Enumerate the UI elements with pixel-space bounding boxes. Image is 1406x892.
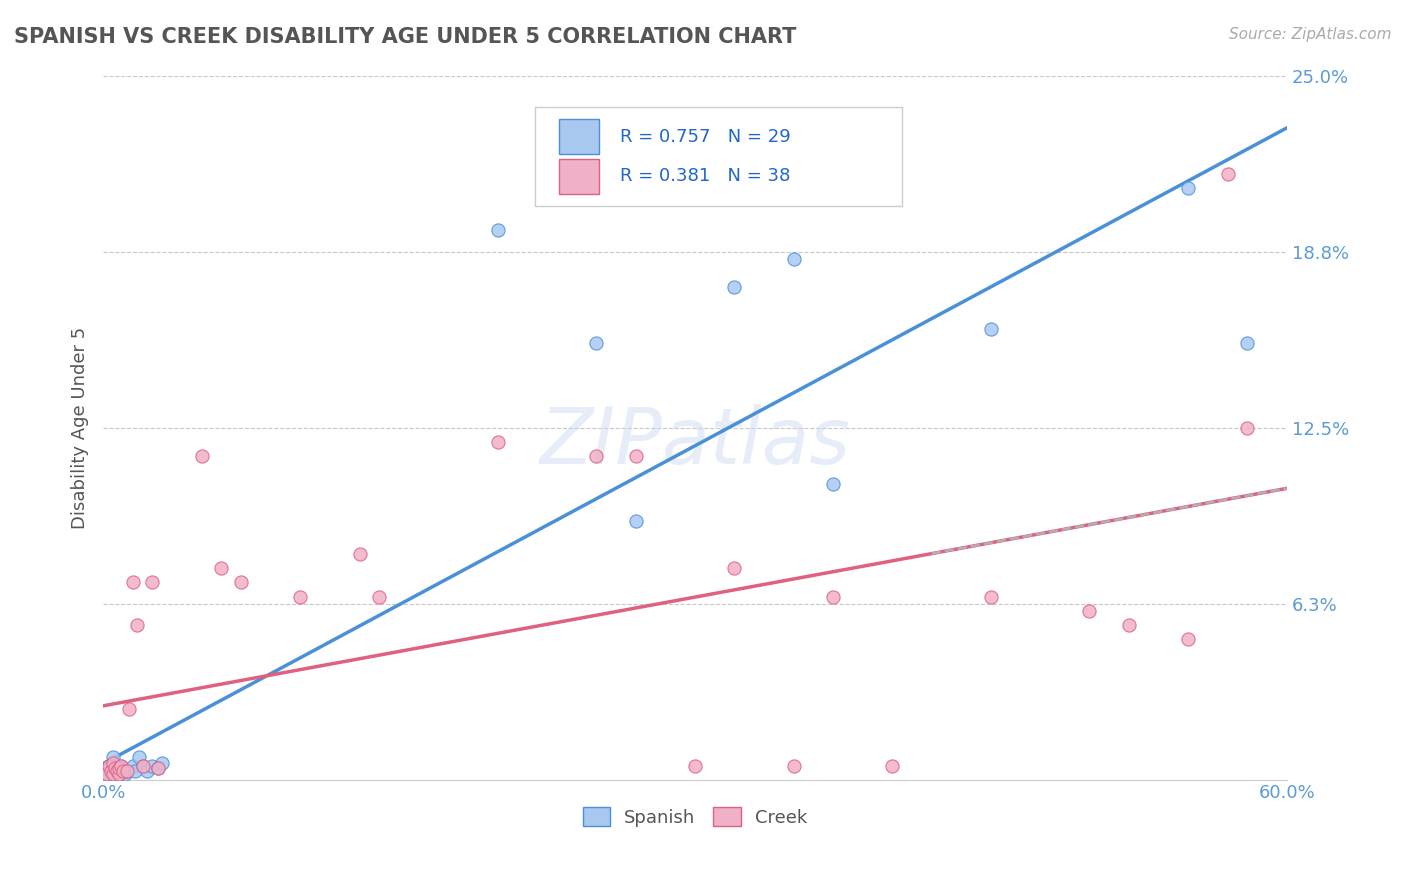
- Point: [624, 514, 647, 528]
- Point: [124, 764, 146, 779]
- Point: [1236, 420, 1258, 434]
- Point: [100, 764, 122, 779]
- Point: [683, 758, 706, 772]
- Point: [105, 761, 128, 775]
- Text: ZIPatlas: ZIPatlas: [540, 404, 851, 480]
- Y-axis label: Disability Age Under 5: Disability Age Under 5: [72, 326, 89, 529]
- Point: [101, 767, 124, 781]
- Point: [585, 336, 607, 351]
- Point: [104, 758, 127, 772]
- Point: [105, 764, 128, 779]
- Point: [1118, 617, 1140, 632]
- Point: [231, 575, 253, 590]
- Point: [111, 761, 134, 775]
- Point: [1078, 604, 1101, 618]
- Point: [110, 758, 132, 772]
- Point: [1236, 336, 1258, 351]
- Point: [121, 758, 143, 772]
- Legend: Spanish, Creek: Spanish, Creek: [575, 800, 814, 834]
- Point: [290, 590, 312, 604]
- Point: [114, 767, 136, 781]
- Point: [882, 758, 904, 772]
- Point: [98, 758, 121, 772]
- Text: Source: ZipAtlas.com: Source: ZipAtlas.com: [1229, 27, 1392, 42]
- Point: [108, 764, 131, 779]
- Point: [821, 590, 844, 604]
- Text: SPANISH VS CREEK DISABILITY AGE UNDER 5 CORRELATION CHART: SPANISH VS CREEK DISABILITY AGE UNDER 5 …: [14, 27, 796, 46]
- Point: [115, 764, 138, 779]
- Point: [980, 322, 1002, 336]
- Point: [131, 758, 153, 772]
- Point: [141, 575, 163, 590]
- Point: [128, 750, 150, 764]
- Text: R = 0.381   N = 38: R = 0.381 N = 38: [620, 167, 790, 186]
- Point: [148, 761, 170, 775]
- Point: [115, 764, 138, 779]
- Point: [148, 761, 170, 775]
- FancyBboxPatch shape: [558, 159, 599, 194]
- FancyBboxPatch shape: [536, 107, 903, 206]
- Point: [486, 434, 509, 449]
- Point: [121, 575, 143, 590]
- Point: [585, 449, 607, 463]
- Point: [108, 761, 131, 775]
- Point: [782, 252, 804, 266]
- Point: [190, 449, 212, 463]
- Point: [624, 449, 647, 463]
- Point: [96, 767, 118, 781]
- Point: [821, 476, 844, 491]
- Point: [118, 702, 141, 716]
- Point: [723, 561, 745, 575]
- FancyBboxPatch shape: [558, 120, 599, 154]
- Point: [131, 758, 153, 772]
- Point: [368, 590, 391, 604]
- Point: [135, 764, 157, 779]
- Point: [101, 756, 124, 770]
- Point: [104, 761, 127, 775]
- Point: [150, 756, 173, 770]
- Point: [782, 758, 804, 772]
- Point: [100, 764, 122, 779]
- Point: [1177, 632, 1199, 646]
- Point: [141, 758, 163, 772]
- Point: [1177, 181, 1199, 195]
- Point: [108, 767, 131, 781]
- Point: [98, 758, 121, 772]
- Point: [101, 750, 124, 764]
- Point: [211, 561, 233, 575]
- Text: R = 0.757   N = 29: R = 0.757 N = 29: [620, 128, 792, 145]
- Point: [125, 617, 148, 632]
- Point: [101, 767, 124, 781]
- Point: [980, 590, 1002, 604]
- Point: [111, 764, 134, 779]
- Point: [723, 279, 745, 293]
- Point: [349, 547, 371, 561]
- Point: [486, 223, 509, 237]
- Point: [96, 767, 118, 781]
- Point: [110, 758, 132, 772]
- Point: [1216, 167, 1239, 181]
